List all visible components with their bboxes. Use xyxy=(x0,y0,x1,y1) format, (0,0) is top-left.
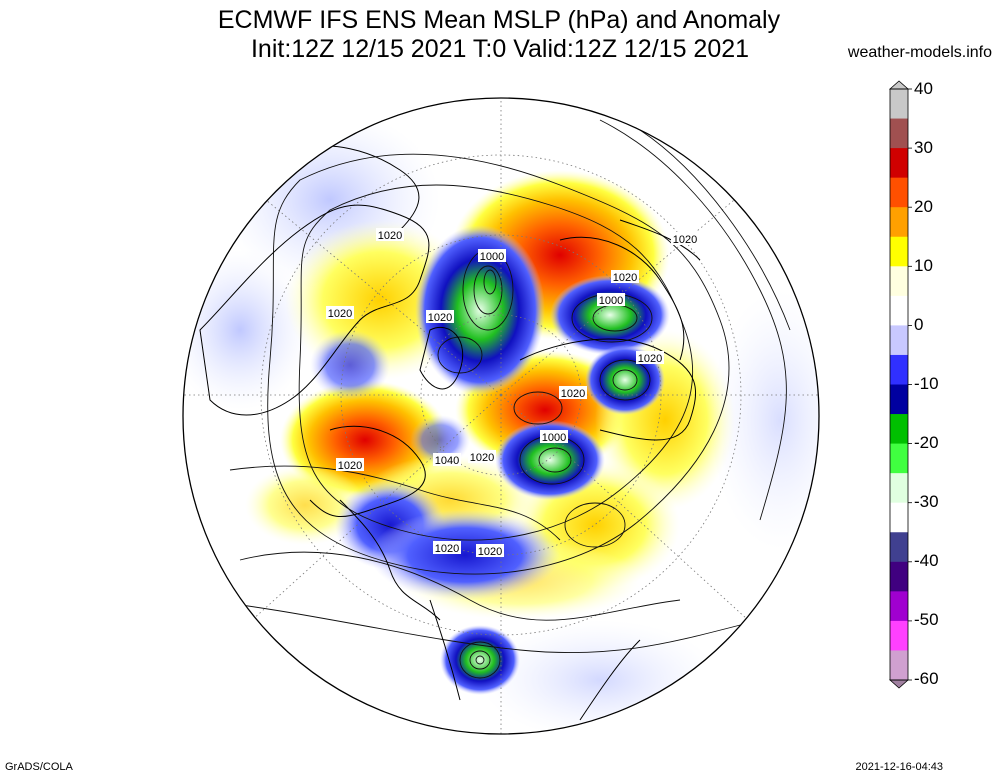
colorbar-tick: 10 xyxy=(914,256,933,275)
software-credit: GrADS/COLA xyxy=(5,761,73,773)
colorbar-tick: -60 xyxy=(914,669,939,688)
isobar-label: 1000 xyxy=(542,432,566,444)
isobar-label: 1020 xyxy=(328,308,352,320)
isobar-label: 1020 xyxy=(638,353,662,365)
anomaly-field: 1020 1020 1020 1000 1020 1000 1020 1020 … xyxy=(183,98,819,734)
colorbar-cell xyxy=(890,325,908,356)
chart-title: ECMWF IFS ENS Mean MSLP (hPa) and Anomal… xyxy=(0,6,1000,64)
colorbar-tick: -30 xyxy=(914,492,939,511)
colorbar-cell xyxy=(890,502,908,533)
isobar-labels: 1020 1020 1020 1000 1020 1000 1020 1020 … xyxy=(326,228,699,558)
isobar-label: 1020 xyxy=(435,543,459,555)
colorbar-cell xyxy=(890,89,908,120)
title-line-2: Init:12Z 12/15 2021 T:0 Valid:12Z 12/15 … xyxy=(250,35,750,63)
colorbar-cell xyxy=(890,207,908,238)
isobar-label: 1000 xyxy=(599,295,623,307)
colorbar-cell xyxy=(890,295,908,326)
isobar-label: 1020 xyxy=(470,452,494,464)
colorbar-tick: 40 xyxy=(914,79,933,98)
colorbar-cell xyxy=(890,561,908,592)
source-site[interactable]: weather-models.info xyxy=(847,44,992,61)
colorbar-tick: -20 xyxy=(914,433,939,452)
colorbar-top-arrow xyxy=(888,80,910,90)
isobar-label: 1020 xyxy=(378,230,402,242)
colorbar-cell xyxy=(890,384,908,415)
isobar-label: 1040 xyxy=(435,455,459,467)
coastlines xyxy=(199,145,701,721)
colorbar-tick: -40 xyxy=(914,551,939,570)
colorbar-cell xyxy=(890,650,908,681)
colorbar-cell xyxy=(890,473,908,504)
colorbar-tick: -10 xyxy=(914,374,939,393)
isobar-label: 1020 xyxy=(561,388,585,400)
colorbar-frame xyxy=(889,88,909,681)
colorbar-cell xyxy=(890,236,908,267)
isobar-label: 1020 xyxy=(673,234,697,246)
colorbar-tick: -50 xyxy=(914,610,939,629)
colorbar-bottom-arrow xyxy=(888,679,910,689)
colorbar-tick: 20 xyxy=(914,197,933,216)
title-line-1: ECMWF IFS ENS Mean MSLP (hPa) and Anomal… xyxy=(217,6,781,34)
colorbar-cell xyxy=(890,414,908,445)
isobar-label: 1020 xyxy=(428,312,452,324)
colorbar-cell xyxy=(890,443,908,474)
isobar-label: 1000 xyxy=(480,251,504,263)
colorbar-cell xyxy=(890,118,908,149)
map-border xyxy=(182,97,820,735)
isobar-label: 1020 xyxy=(338,460,362,472)
colorbar-tick: 30 xyxy=(914,138,933,157)
colorbar-tick: 0 xyxy=(914,315,924,334)
colorbar-cell xyxy=(890,532,908,563)
colorbar-cell xyxy=(890,266,908,297)
colorbar-cell xyxy=(890,354,908,385)
isobar-label: 1020 xyxy=(613,272,637,284)
colorbar-cell xyxy=(890,620,908,651)
generated-timestamp: 2021-12-16-04:43 xyxy=(855,761,943,773)
colorbar-cell xyxy=(890,177,908,208)
colorbar xyxy=(888,80,912,689)
colorbar-cell xyxy=(890,591,908,622)
colorbar-cell xyxy=(890,148,908,179)
isobars xyxy=(199,119,791,679)
isobar-label: 1020 xyxy=(478,546,502,558)
